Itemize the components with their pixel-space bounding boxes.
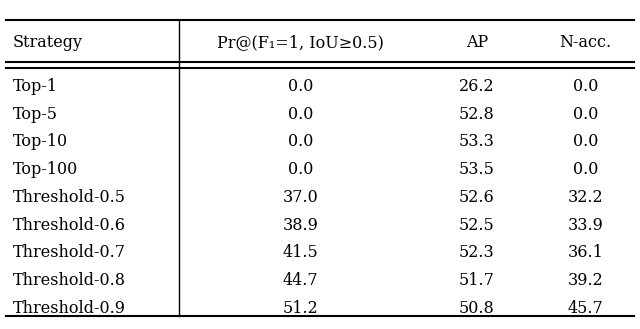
- Text: 0.0: 0.0: [573, 161, 598, 178]
- Text: Threshold-0.5: Threshold-0.5: [13, 189, 126, 206]
- Text: 53.5: 53.5: [459, 161, 495, 178]
- Text: 37.0: 37.0: [283, 189, 319, 206]
- Text: 52.3: 52.3: [459, 244, 495, 262]
- Text: AP: AP: [466, 34, 488, 51]
- Text: 39.2: 39.2: [568, 272, 604, 289]
- Text: N-acc.: N-acc.: [559, 34, 612, 51]
- Text: Top-100: Top-100: [13, 161, 78, 178]
- Text: 0.0: 0.0: [288, 106, 314, 123]
- Text: 32.2: 32.2: [568, 189, 604, 206]
- Text: Top-10: Top-10: [13, 133, 68, 150]
- Text: Pr@(F₁=1, IoU≥0.5): Pr@(F₁=1, IoU≥0.5): [218, 34, 384, 51]
- Text: Threshold-0.7: Threshold-0.7: [13, 244, 126, 262]
- Text: 0.0: 0.0: [573, 106, 598, 123]
- Text: 44.7: 44.7: [283, 272, 319, 289]
- Text: 0.0: 0.0: [573, 78, 598, 95]
- Text: 51.2: 51.2: [283, 300, 319, 317]
- Text: Threshold-0.6: Threshold-0.6: [13, 217, 126, 234]
- Text: 53.3: 53.3: [459, 133, 495, 150]
- Text: 0.0: 0.0: [573, 133, 598, 150]
- Text: 0.0: 0.0: [288, 161, 314, 178]
- Text: Threshold-0.8: Threshold-0.8: [13, 272, 126, 289]
- Text: Top-5: Top-5: [13, 106, 58, 123]
- Text: 52.5: 52.5: [459, 217, 495, 234]
- Text: Top-1: Top-1: [13, 78, 58, 95]
- Text: 41.5: 41.5: [283, 244, 319, 262]
- Text: Strategy: Strategy: [13, 34, 83, 51]
- Text: 52.6: 52.6: [459, 189, 495, 206]
- Text: 45.7: 45.7: [568, 300, 604, 317]
- Text: 26.2: 26.2: [459, 78, 495, 95]
- Text: 52.8: 52.8: [459, 106, 495, 123]
- Text: 0.0: 0.0: [288, 78, 314, 95]
- Text: 36.1: 36.1: [568, 244, 604, 262]
- Text: 50.8: 50.8: [459, 300, 495, 317]
- Text: 38.9: 38.9: [283, 217, 319, 234]
- Text: 33.9: 33.9: [568, 217, 604, 234]
- Text: 51.7: 51.7: [459, 272, 495, 289]
- Text: 0.0: 0.0: [288, 133, 314, 150]
- Text: Threshold-0.9: Threshold-0.9: [13, 300, 126, 317]
